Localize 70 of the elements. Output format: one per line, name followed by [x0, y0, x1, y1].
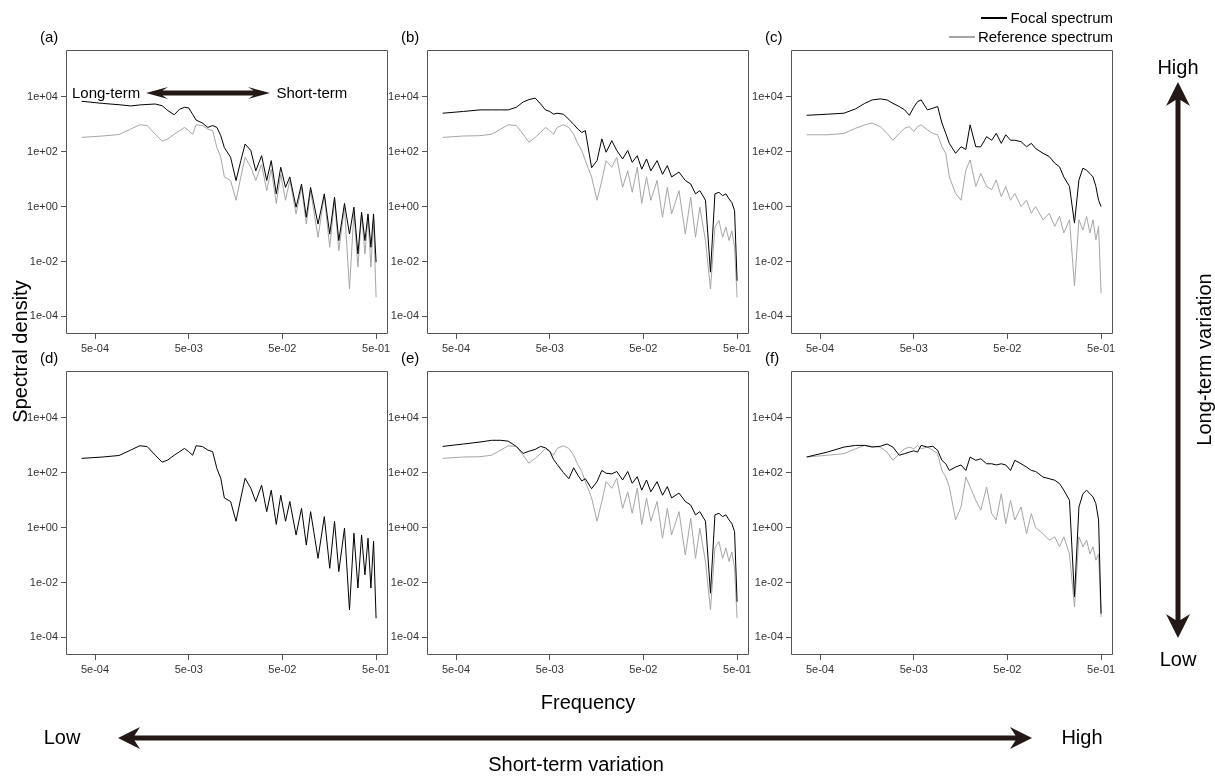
x-tick-label: 5e-04: [441, 341, 471, 354]
text: High: [1060, 726, 1104, 749]
y-tick-label: 1e+02: [27, 465, 58, 478]
x-tick-label: 5e-01: [1087, 341, 1116, 354]
x-tick-label: 5e-02: [629, 662, 658, 675]
x-tick-label: 5e-01: [362, 662, 391, 675]
y-tick-label: 1e-02: [29, 254, 58, 267]
y-tick-label: 1e+04: [27, 89, 58, 102]
text: Long-term variation: [1192, 272, 1215, 448]
y-tick-label: 1e+02: [388, 144, 419, 157]
x-tick-label: 5e-01: [723, 341, 752, 354]
x-axis-title: Frequency: [539, 691, 637, 714]
y-tick-label: 1e-04: [390, 630, 419, 643]
y-tick-label: 1e+02: [27, 144, 58, 157]
y-tick-label: 1e+00: [388, 199, 419, 212]
y-tick-label: 1e-02: [29, 575, 58, 588]
y-tick-label: 1e+02: [752, 144, 783, 157]
y-tick-label: 1e-02: [754, 254, 783, 267]
x-tick-label: 5e-04: [80, 662, 110, 675]
y-tick-label: 1e+04: [388, 89, 419, 102]
chart-title: (b): [401, 28, 420, 45]
y-tick-label: 1e+00: [388, 520, 419, 533]
y-tick-label: 1e+04: [752, 410, 783, 423]
y-tick-label: 1e-04: [754, 309, 783, 322]
x-tick-label: 5e-02: [629, 341, 658, 354]
text: Low: [1159, 648, 1197, 670]
y-tick-label: 1e-04: [29, 309, 58, 322]
y-tick-label: 1e+00: [27, 520, 58, 533]
legend-label: Focal spectrum: [1010, 8, 1113, 27]
text: Short-term variation: [487, 753, 665, 776]
y-tick-label: 1e+02: [388, 465, 419, 478]
y-tick-label: 1e-02: [390, 575, 419, 588]
y-tick-label: 1e-02: [754, 575, 783, 588]
x-tick-label: 5e-02: [993, 341, 1022, 354]
y-tick-label: 1e+04: [388, 410, 419, 423]
annotation: Short-term: [276, 84, 348, 101]
x-tick-label: 5e-04: [441, 662, 471, 675]
x-tick-label: 5e-03: [174, 341, 203, 354]
x-tick-label: 5e-03: [899, 341, 928, 354]
x-tick-label: 5e-01: [723, 662, 752, 675]
y-tick-label: 1e-02: [390, 254, 419, 267]
y-tick-label: 1e+04: [752, 89, 783, 102]
y-tick-label: 1e+02: [752, 465, 783, 478]
x-tick-label: 5e-03: [535, 662, 564, 675]
annotation: Long-term: [72, 84, 141, 101]
chart-title: (a): [40, 28, 59, 45]
x-tick-label: 5e-04: [805, 341, 835, 354]
chart-title: (f): [765, 349, 780, 366]
chart-title: (d): [40, 349, 59, 366]
text: High: [1156, 56, 1200, 79]
y-tick-label: 1e-04: [390, 309, 419, 322]
y-tick-label: 1e-04: [29, 630, 58, 643]
x-tick-label: 5e-03: [174, 662, 203, 675]
x-tick-label: 5e-03: [899, 662, 928, 675]
y-tick-label: 1e+00: [752, 520, 783, 533]
x-tick-label: 5e-02: [268, 341, 297, 354]
x-tick-label: 5e-03: [535, 341, 564, 354]
legend-label: Reference spectrum: [977, 27, 1113, 46]
x-tick-label: 5e-01: [362, 341, 391, 354]
x-tick-label: 5e-01: [1087, 662, 1116, 675]
text: Low: [42, 726, 82, 749]
x-tick-label: 5e-02: [993, 662, 1022, 675]
y-tick-label: 1e-04: [754, 630, 783, 643]
x-tick-label: 5e-04: [80, 341, 110, 354]
chart-title: (c): [765, 28, 783, 45]
chart-title: (e): [401, 349, 420, 366]
y-tick-label: 1e+00: [27, 199, 58, 212]
x-tick-label: 5e-04: [805, 662, 835, 675]
x-tick-label: 5e-02: [268, 662, 297, 675]
y-tick-label: 1e+00: [752, 199, 783, 212]
